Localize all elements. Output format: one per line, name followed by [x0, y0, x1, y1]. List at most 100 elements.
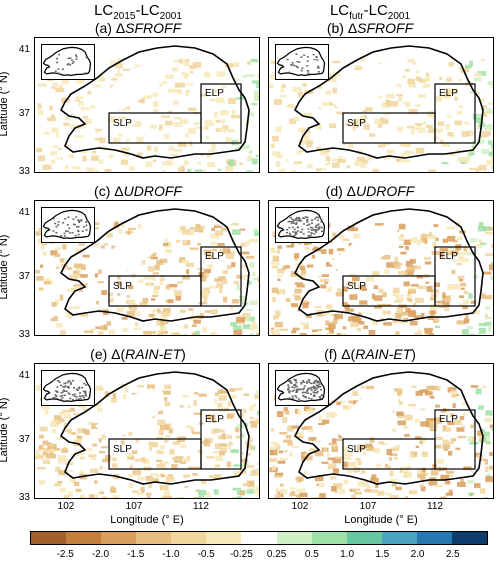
map-cell [469, 152, 475, 156]
map-cell [332, 232, 337, 238]
map-cell [211, 332, 218, 335]
map-cell [193, 412, 203, 415]
map-cell [308, 429, 314, 432]
inset-cell [320, 226, 323, 229]
map-cell [397, 236, 404, 242]
map-cell [198, 489, 207, 496]
inset-cell [292, 220, 295, 223]
map-cell [276, 444, 281, 450]
map-cell [54, 253, 61, 258]
map-cell [56, 266, 60, 270]
map-cell [375, 463, 382, 468]
inset-cell [294, 385, 297, 387]
inset-cell [295, 222, 298, 224]
map-cell [87, 447, 93, 452]
map-cell [249, 333, 254, 335]
inset-cell [301, 217, 304, 219]
map-cell [331, 486, 337, 492]
map-cell [465, 64, 472, 69]
map-cell [408, 83, 417, 88]
map-cell [105, 455, 112, 460]
map-cell [345, 405, 353, 411]
map-cell [456, 236, 463, 240]
map-cell [436, 386, 441, 391]
map-cell [340, 400, 347, 403]
inset-cell [80, 219, 83, 221]
map-cell [306, 139, 311, 145]
map-cell [429, 427, 437, 432]
map-cell [111, 245, 117, 250]
inset-cell [73, 395, 76, 397]
map-cell [99, 465, 103, 470]
map-cell [293, 116, 300, 122]
map-cell [326, 286, 332, 292]
map-cell [237, 315, 243, 319]
inset-cell [293, 228, 296, 231]
map-cell [340, 333, 348, 335]
map-cell [193, 400, 197, 406]
map-cell [396, 93, 403, 97]
inset-cell [83, 382, 86, 385]
map-cell [274, 309, 281, 313]
map-cell [411, 385, 417, 388]
inset-cell [293, 378, 296, 381]
map-cell [461, 258, 469, 263]
map-cell [447, 115, 452, 118]
inset-cell [290, 234, 293, 237]
map-cell [352, 276, 360, 282]
map-cell [435, 325, 441, 328]
map-cell [403, 281, 410, 287]
map-cell [108, 154, 114, 159]
map-cell [482, 131, 487, 137]
map-cell [296, 488, 306, 493]
map-cell [52, 443, 57, 449]
inset-cell [64, 385, 67, 387]
map-cell [68, 313, 73, 319]
inset-cell [300, 381, 303, 384]
map-cell [189, 247, 199, 250]
map-cell [314, 450, 324, 457]
map-cell [488, 325, 492, 332]
loess-plateau-outline [59, 371, 250, 485]
map-cell [215, 392, 219, 396]
map-cell [470, 238, 478, 243]
map-cell [386, 449, 393, 455]
map-cell [184, 160, 189, 166]
map-cell [240, 458, 248, 463]
inset-cell [309, 393, 312, 395]
map-cell [69, 407, 75, 412]
map-cell [373, 447, 380, 454]
map-cell [305, 247, 309, 250]
map-cell [337, 288, 341, 291]
map-cell [137, 476, 146, 481]
map-cell [71, 432, 77, 435]
map-cell [347, 281, 356, 285]
map-cell [45, 453, 53, 459]
map-cell [253, 230, 259, 236]
map-cell [250, 58, 259, 63]
map-cell [112, 457, 117, 462]
map-cell [302, 83, 307, 87]
map-cell [190, 227, 195, 230]
inset-cell [298, 220, 301, 222]
map-cell [127, 452, 132, 458]
map-cell [99, 77, 106, 82]
map-cell [383, 156, 388, 161]
map-cell [199, 275, 207, 282]
map-cell [471, 436, 475, 442]
map-cell [447, 474, 454, 477]
map-cell [325, 148, 331, 153]
map-cell [398, 95, 403, 102]
map-cell [270, 329, 278, 334]
map-cell [427, 315, 434, 321]
panel-title-a: (a) ΔSFROFF [94, 20, 182, 36]
colorbar-segment [136, 532, 172, 544]
map-cell [126, 138, 130, 143]
map-cell [183, 239, 187, 244]
column-header-left: LC2015-LC2001 [94, 2, 182, 22]
map-cell [299, 335, 302, 336]
inset-cell [313, 380, 316, 383]
map-cell [470, 468, 474, 473]
map-cell [178, 229, 185, 233]
inset-map [275, 370, 329, 406]
